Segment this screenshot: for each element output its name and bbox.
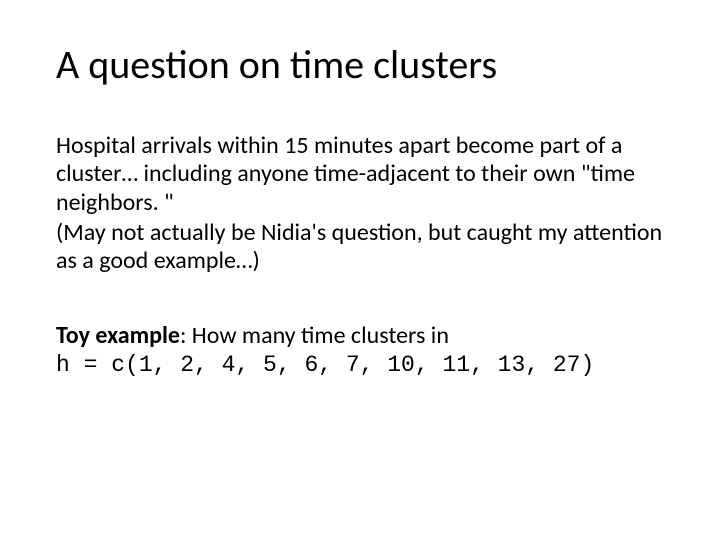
paragraph-1: Hospital arrivals within 15 minutes apar…	[56, 132, 664, 217]
toy-example-line: Toy example: How many time clusters in h…	[56, 322, 664, 379]
toy-example-rest: : How many time clusters in	[180, 321, 449, 350]
paragraph-2: (May not actually be Nidia's question, b…	[56, 219, 664, 276]
toy-example-label: Toy example	[56, 321, 180, 350]
slide-title: A question on time clusters	[56, 42, 664, 88]
code-line: h = c(1, 2, 4, 5, 6, 7, 10, 11, 13, 27)	[56, 352, 594, 378]
slide: A question on time clusters Hospital arr…	[0, 0, 720, 540]
